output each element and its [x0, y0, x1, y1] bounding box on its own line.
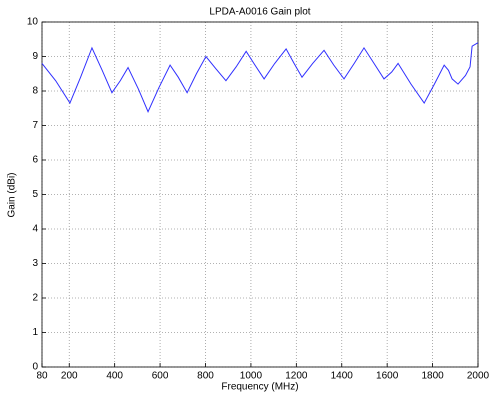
y-tick-label: 10	[27, 17, 39, 28]
data-line	[41, 42, 479, 113]
chart-title: LPDA-A0016 Gain plot	[209, 7, 310, 18]
y-tick-label: 6	[32, 155, 38, 166]
y-tick-label: 7	[32, 120, 38, 131]
x-tick-label: 200	[61, 371, 78, 382]
x-axis-label: Frequency (MHz)	[221, 382, 298, 393]
x-tick-label: 400	[106, 371, 123, 382]
x-tick-label: 600	[152, 371, 169, 382]
y-tick-label: 4	[32, 224, 38, 235]
x-tick-label: 2000	[467, 371, 490, 382]
y-tick-label: 9	[32, 51, 38, 62]
y-axis-label: Gain (dBi)	[7, 172, 18, 217]
x-tick-label: 800	[197, 371, 214, 382]
x-tick-label: 1600	[376, 371, 399, 382]
y-tick-label: 3	[32, 258, 38, 269]
x-tick-label: 80	[36, 371, 48, 382]
y-tick-label: 1	[32, 327, 38, 338]
x-tick-label: 1800	[421, 371, 444, 382]
y-tick-label: 0	[32, 362, 38, 373]
x-tick-label: 1200	[285, 371, 308, 382]
y-tick-label: 2	[32, 293, 38, 304]
y-tick-label: 5	[32, 189, 38, 200]
x-tick-label: 1400	[331, 371, 354, 382]
plot-frame	[41, 21, 479, 368]
x-tick-label: 1000	[240, 371, 263, 382]
y-tick-label: 8	[32, 86, 38, 97]
